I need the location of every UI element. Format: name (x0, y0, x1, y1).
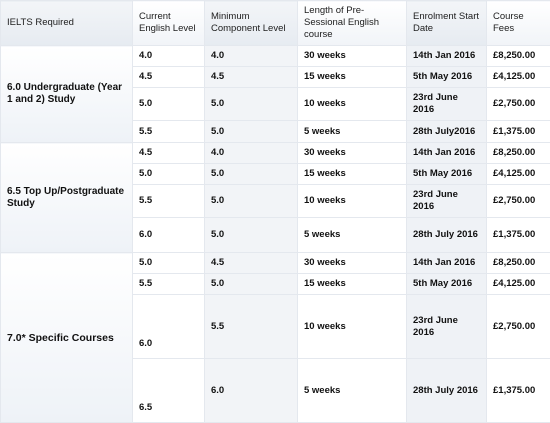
length-cell: 5 weeks (298, 359, 407, 423)
current-level-cell: 5.0 (133, 164, 205, 185)
header-min-component: Minimum Component Level (205, 1, 298, 46)
min-component-cell: 4.0 (205, 143, 298, 164)
min-component-cell: 4.5 (205, 253, 298, 274)
min-component-cell: 5.0 (205, 218, 298, 253)
current-level-cell: 4.5 (133, 143, 205, 164)
length-cell: 5 weeks (298, 218, 407, 253)
min-component-cell: 5.0 (205, 185, 298, 218)
fee-cell: £2,750.00 (487, 88, 550, 121)
requirement-cell: 6.0 Undergraduate (Year 1 and 2) Study (1, 46, 133, 143)
fee-cell: £4,125.00 (487, 274, 550, 295)
fee-cell: £1,375.00 (487, 359, 550, 423)
min-component-cell: 5.0 (205, 88, 298, 121)
min-component-cell: 5.0 (205, 164, 298, 185)
min-component-cell: 6.0 (205, 359, 298, 423)
fee-cell: £8,250.00 (487, 46, 550, 67)
table-row: 6.5 Top Up/Postgraduate Study 4.5 4.0 30… (1, 143, 550, 164)
current-level-cell: 5.0 (133, 88, 205, 121)
start-date-cell: 23rd June 2016 (407, 295, 487, 359)
current-level-cell: 6.0 (133, 295, 205, 359)
length-cell: 30 weeks (298, 253, 407, 274)
table-row: 7.0* Specific Courses 5.0 4.5 30 weeks 1… (1, 253, 550, 274)
length-cell: 30 weeks (298, 143, 407, 164)
header-fees: Course Fees (487, 1, 550, 46)
fee-cell: £8,250.00 (487, 253, 550, 274)
start-date-cell: 5th May 2016 (407, 274, 487, 295)
min-component-cell: 5.5 (205, 295, 298, 359)
current-level-cell: 4.5 (133, 67, 205, 88)
header-current-level: Current English Level (133, 1, 205, 46)
current-level-cell: 6.5 (133, 359, 205, 423)
length-cell: 10 weeks (298, 185, 407, 218)
start-date-cell: 5th May 2016 (407, 67, 487, 88)
min-component-cell: 4.0 (205, 46, 298, 67)
fee-cell: £1,375.00 (487, 121, 550, 143)
start-date-cell: 14th Jan 2016 (407, 253, 487, 274)
table-header-row: IELTS Required Current English Level Min… (1, 1, 550, 46)
length-cell: 5 weeks (298, 121, 407, 143)
length-cell: 15 weeks (298, 67, 407, 88)
current-level-cell: 4.0 (133, 46, 205, 67)
fee-cell: £4,125.00 (487, 67, 550, 88)
fee-cell: £1,375.00 (487, 218, 550, 253)
start-date-cell: 14th Jan 2016 (407, 46, 487, 67)
current-level-cell: 5.5 (133, 274, 205, 295)
current-level-cell: 5.5 (133, 121, 205, 143)
length-cell: 10 weeks (298, 88, 407, 121)
length-cell: 30 weeks (298, 46, 407, 67)
requirement-cell: 6.5 Top Up/Postgraduate Study (1, 143, 133, 253)
length-cell: 10 weeks (298, 295, 407, 359)
min-component-cell: 4.5 (205, 67, 298, 88)
start-date-cell: 28th July2016 (407, 121, 487, 143)
header-length: Length of Pre-Sessional English course (298, 1, 407, 46)
start-date-cell: 23rd June 2016 (407, 88, 487, 121)
table-row: 6.0 Undergraduate (Year 1 and 2) Study 4… (1, 46, 550, 67)
current-level-cell: 5.5 (133, 185, 205, 218)
current-level-cell: 5.0 (133, 253, 205, 274)
start-date-cell: 28th July 2016 (407, 218, 487, 253)
start-date-cell: 28th July 2016 (407, 359, 487, 423)
start-date-cell: 14th Jan 2016 (407, 143, 487, 164)
length-cell: 15 weeks (298, 164, 407, 185)
start-date-cell: 23rd June 2016 (407, 185, 487, 218)
requirement-cell: 7.0* Specific Courses (1, 253, 133, 423)
start-date-cell: 5th May 2016 (407, 164, 487, 185)
header-start-date: Enrolment Start Date (407, 1, 487, 46)
current-level-cell: 6.0 (133, 218, 205, 253)
header-ielts-required: IELTS Required (1, 1, 133, 46)
min-component-cell: 5.0 (205, 121, 298, 143)
min-component-cell: 5.0 (205, 274, 298, 295)
fee-cell: £4,125.00 (487, 164, 550, 185)
fee-cell: £2,750.00 (487, 295, 550, 359)
length-cell: 15 weeks (298, 274, 407, 295)
fee-cell: £2,750.00 (487, 185, 550, 218)
fee-cell: £8,250.00 (487, 143, 550, 164)
